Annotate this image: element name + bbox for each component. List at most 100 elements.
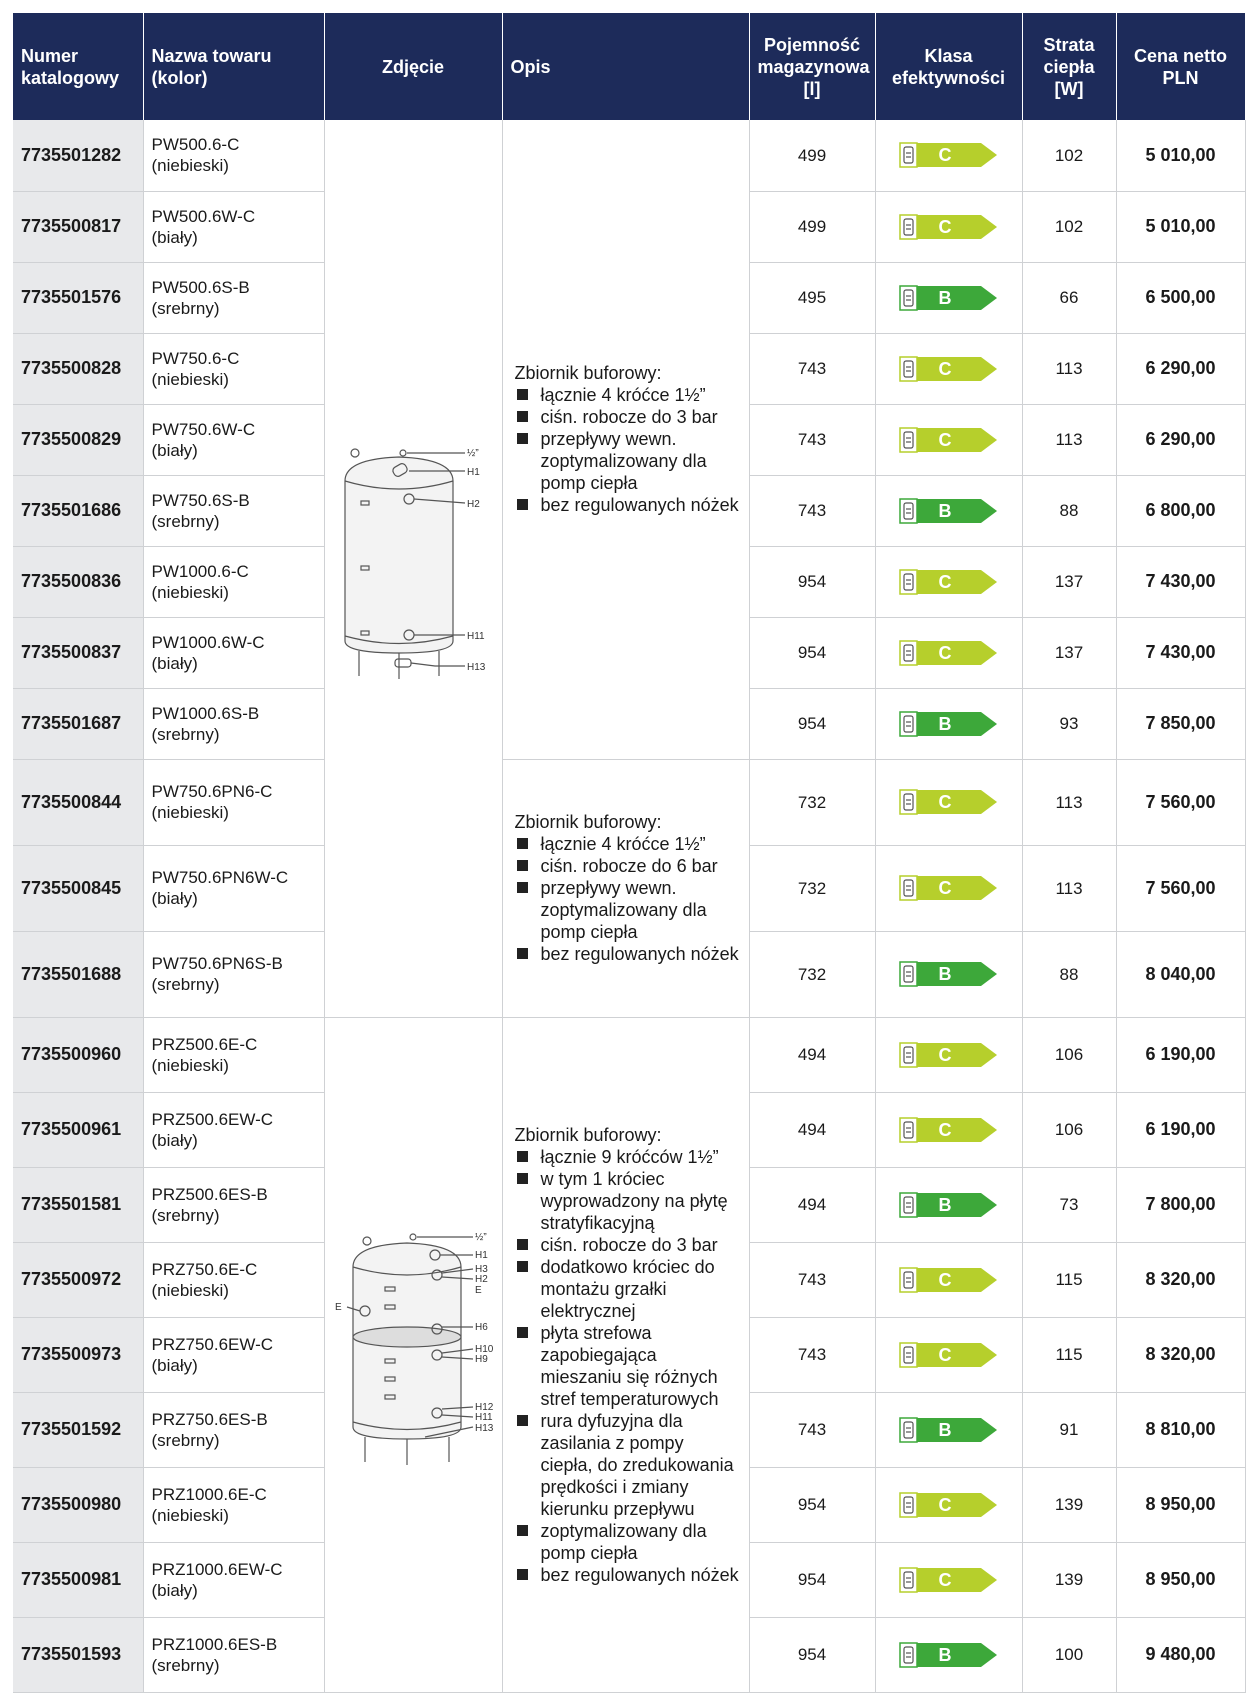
class-letter: C xyxy=(938,1045,951,1065)
color-name: (biały) xyxy=(151,1355,198,1375)
model: PRZ1000.6EW-C xyxy=(151,1559,283,1579)
model: PW500.6-C xyxy=(151,135,240,155)
battery-icon xyxy=(902,714,914,733)
description-item: zoptymalizowany dla pomp ciepła xyxy=(515,1520,741,1564)
description-item: ciśn. robocze do 6 bar xyxy=(515,855,741,877)
header-cell: Cena netto PLN xyxy=(1116,13,1246,120)
description-intro: Zbiornik buforowy: xyxy=(514,1124,662,1145)
header-cell: Klasa efektywności xyxy=(875,13,1023,120)
energy-badge: B xyxy=(898,1416,997,1443)
catalog-number: 7735500973 xyxy=(13,1317,144,1393)
efficiency-class: B xyxy=(875,1392,1023,1468)
product-name: PW750.6S-B (srebrny) xyxy=(143,475,325,547)
connection-label: H13 xyxy=(467,662,486,673)
heat-loss: 106 xyxy=(1022,1017,1117,1093)
connection-label: H9 xyxy=(475,1354,488,1365)
table-row: 7735501593 PRZ1000.6ES-B (srebrny) 954 B 100 9… xyxy=(13,1617,1246,1693)
catalog-number: 7735500817 xyxy=(13,191,144,263)
badge-arrow xyxy=(916,1567,997,1592)
heat-loss: 102 xyxy=(1022,191,1117,263)
description-item: bez regulowanych nóżek xyxy=(515,494,741,516)
net-price: 6 800,00 xyxy=(1116,475,1246,547)
color-name: (biały) xyxy=(151,1580,198,1600)
table-row: 7735501282 PW500.6-C (niebieski) ½” H1 H2 … xyxy=(13,120,1246,1018)
badge-arrow xyxy=(916,1417,997,1442)
product-name: PRZ1000.6ES-B (srebrny) xyxy=(143,1617,325,1693)
net-price: 8 950,00 xyxy=(1116,1542,1246,1618)
capacity: 743 xyxy=(749,1392,876,1468)
color-name: (biały) xyxy=(151,440,198,460)
heat-loss: 91 xyxy=(1022,1392,1117,1468)
heat-loss: 113 xyxy=(1022,333,1117,405)
efficiency-class: C xyxy=(875,617,1023,689)
model: PRZ1000.6ES-B xyxy=(151,1634,278,1654)
class-letter: C xyxy=(938,217,951,237)
capacity: 743 xyxy=(749,404,876,476)
color-name: (niebieski) xyxy=(151,369,229,389)
energy-badge: C xyxy=(898,1341,997,1368)
badge-arrow xyxy=(916,1492,997,1517)
net-price: 8 320,00 xyxy=(1116,1242,1246,1318)
efficiency-class: B xyxy=(875,262,1023,334)
table-row: 7735500972 PRZ750.6E-C (niebieski) 743 C 115 8… xyxy=(13,1242,1246,1318)
connection-label: H3 xyxy=(475,1264,488,1275)
table-row: 7735501576 PW500.6S-B (srebrny) 495 B 66 6 500… xyxy=(13,262,1246,334)
catalog-number: 7735501593 xyxy=(13,1617,144,1693)
description-item: ciśn. robocze do 3 bar xyxy=(515,1234,741,1256)
battery-icon xyxy=(902,879,914,897)
catalog-number: 7735500980 xyxy=(13,1467,144,1543)
net-price: 7 850,00 xyxy=(1116,688,1246,760)
model: PW750.6S-B xyxy=(151,490,250,510)
catalog-number: 7735500961 xyxy=(13,1092,144,1168)
description-item: przepływy wewn. zoptymalizowany dla pomp… xyxy=(515,428,741,494)
heat-loss: 137 xyxy=(1022,617,1117,689)
battery-icon xyxy=(902,1345,914,1364)
class-letter: C xyxy=(938,1270,951,1290)
description-item: łącznie 4 króćce 1½” xyxy=(515,833,741,855)
color-name: (srebrny) xyxy=(151,298,220,318)
capacity: 954 xyxy=(749,617,876,689)
battery-icon xyxy=(902,965,914,983)
energy-badge: C xyxy=(898,355,997,382)
badge-arrow xyxy=(916,962,997,986)
heat-loss: 113 xyxy=(1022,845,1117,932)
efficiency-class: C xyxy=(875,845,1023,932)
heat-loss: 102 xyxy=(1022,120,1117,192)
capacity: 954 xyxy=(749,1467,876,1543)
efficiency-class: B xyxy=(875,1617,1023,1693)
product-name: PRZ1000.6EW-C (biały) xyxy=(143,1542,325,1618)
energy-badge: C xyxy=(898,875,997,901)
class-letter: C xyxy=(938,430,951,450)
efficiency-class: C xyxy=(875,404,1023,476)
table-row: 7735500980 PRZ1000.6E-C (niebieski) 954 C 139… xyxy=(13,1467,1246,1543)
color-name: (biały) xyxy=(151,889,198,908)
class-letter: C xyxy=(938,572,951,592)
capacity: 732 xyxy=(749,759,876,846)
description-list: łącznie 9 króćców 1½” w tym 1 króciec wyp… xyxy=(515,1146,741,1586)
catalog-number: 7735500844 xyxy=(13,759,144,846)
catalog-number: 7735500845 xyxy=(13,845,144,932)
net-price: 5 010,00 xyxy=(1116,191,1246,263)
model: PW750.6PN6-C xyxy=(151,782,273,801)
capacity: 732 xyxy=(749,845,876,932)
header-cell: Strata ciepła [W] xyxy=(1022,13,1117,120)
capacity: 743 xyxy=(749,1242,876,1318)
class-letter: B xyxy=(938,964,951,984)
net-price: 6 190,00 xyxy=(1116,1017,1246,1093)
battery-icon xyxy=(902,1570,914,1589)
table-row: 7735500960 PRZ500.6E-C (niebieski) ½” H1 H… xyxy=(13,1017,1246,1693)
badge-arrow xyxy=(916,1342,997,1367)
product-name: PW750.6PN6-C (niebieski) xyxy=(143,759,325,846)
product-name: PRZ500.6E-C (niebieski) xyxy=(143,1017,325,1093)
connection-label: E xyxy=(335,1302,342,1313)
net-price: 5 010,00 xyxy=(1116,120,1246,192)
connection-label: H12 xyxy=(475,1402,494,1413)
table-header: Numer katalogowy Nazwa towaru (kolor) Zd… xyxy=(13,13,1246,120)
header-cell: Opis xyxy=(502,13,750,120)
battery-icon xyxy=(902,1645,914,1664)
catalog-number: 7735501686 xyxy=(13,475,144,547)
net-price: 7 430,00 xyxy=(1116,546,1246,618)
class-letter: B xyxy=(938,501,951,521)
heat-loss: 106 xyxy=(1022,1092,1117,1168)
class-letter: C xyxy=(938,145,951,165)
